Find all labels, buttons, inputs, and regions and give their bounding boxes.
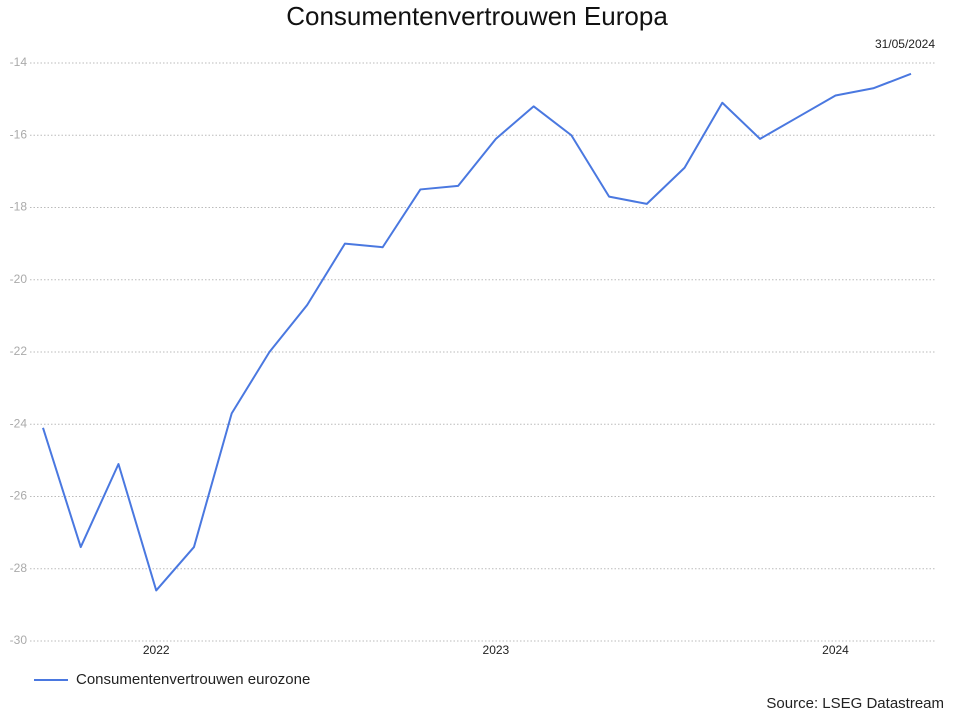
chart-title: Consumentenvertrouwen Europa [286,1,668,31]
y-tick-label: -22 [10,344,28,358]
source-label: Source: LSEG Datastream [766,695,944,712]
x-tick-label: 2024 [822,643,849,657]
y-tick-label: -16 [10,127,28,141]
legend-label: Consumentenvertrouwen eurozone [76,671,310,688]
y-tick-label: -28 [10,561,28,575]
y-tick-label: -24 [10,416,28,430]
y-tick-label: -26 [10,489,28,503]
x-tick-label: 2023 [483,643,510,657]
date-label: 31/05/2024 [875,37,935,51]
y-tick-label: -20 [10,272,28,286]
y-tick-label: -30 [10,633,28,647]
line-series [42,72,912,592]
y-tick-label: -14 [10,55,28,69]
y-tick-label: -18 [10,200,28,214]
x-tick-label: 2022 [143,643,170,657]
